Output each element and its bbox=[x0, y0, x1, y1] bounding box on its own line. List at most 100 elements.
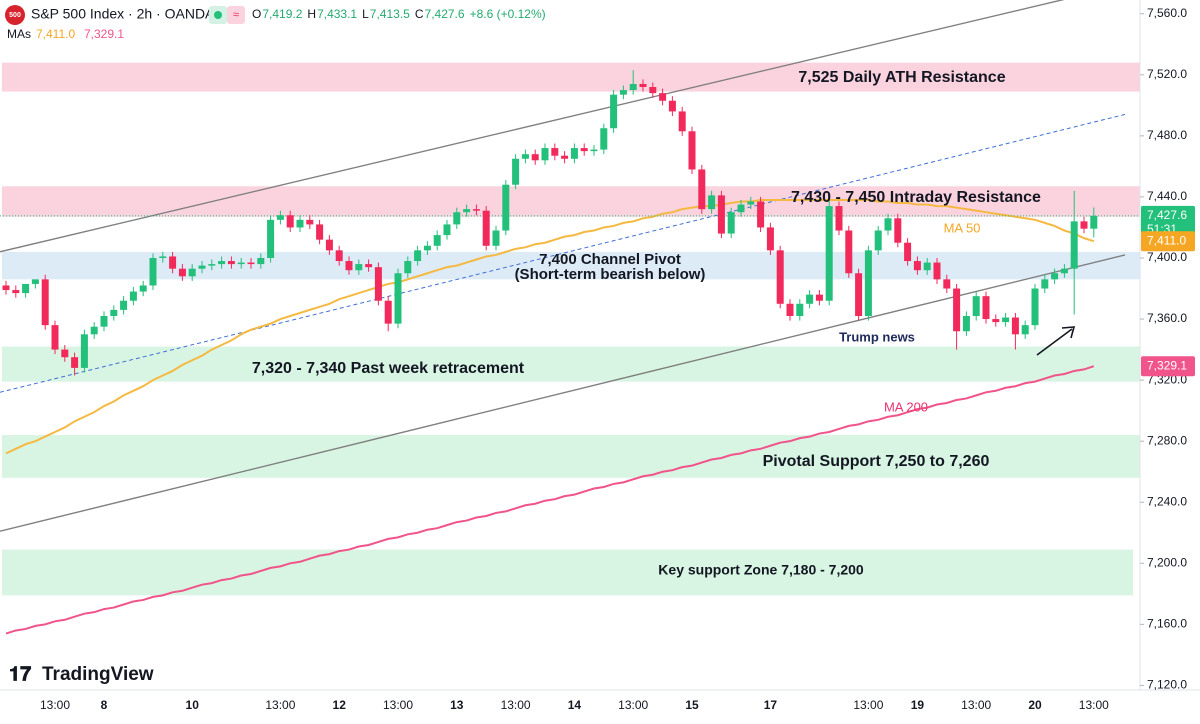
ma-line bbox=[5, 365, 1095, 635]
zone bbox=[2, 62, 1140, 92]
candle-body bbox=[80, 334, 88, 368]
symbol-logo bbox=[5, 5, 25, 25]
x-tick-label: 12 bbox=[333, 698, 347, 712]
last-price-badge-label: 7,427.6 bbox=[1147, 208, 1187, 222]
candle-body bbox=[149, 257, 157, 286]
candle-body bbox=[374, 267, 382, 301]
candle-body bbox=[188, 268, 196, 277]
candle-body bbox=[688, 131, 696, 170]
candle-body bbox=[1002, 317, 1010, 323]
candle-body bbox=[453, 212, 461, 225]
zone-label: Key support Zone 7,180 - 7,200 bbox=[658, 562, 864, 578]
ma-label: MA 50 bbox=[944, 220, 981, 235]
ma200-badge-label: 7,329.1 bbox=[1147, 358, 1187, 372]
sell-button[interactable] bbox=[227, 6, 245, 24]
candle-body bbox=[904, 242, 912, 262]
x-tick-label: 13:00 bbox=[618, 698, 648, 712]
candle-body bbox=[766, 227, 774, 251]
candle-body bbox=[1011, 317, 1019, 335]
zone-label: Pivotal Support 7,250 to 7,260 bbox=[763, 453, 990, 470]
y-tick-label: 7,480.0 bbox=[1147, 128, 1187, 142]
ma50-value: 7,411.0 bbox=[36, 27, 75, 41]
candle-body bbox=[580, 148, 588, 152]
candle-body bbox=[335, 250, 343, 262]
candle-body bbox=[169, 256, 177, 269]
ma50-badge-label: 7,411.0 bbox=[1147, 233, 1186, 247]
candle-body bbox=[962, 315, 970, 332]
axes: 7,120.0 7,160.0 7,200.0 7,240.0 7,280.0 7,320… bbox=[40, 6, 1195, 712]
ma50-badge bbox=[1141, 231, 1195, 252]
candle-body bbox=[218, 261, 226, 265]
candle-body bbox=[198, 265, 206, 269]
candle-body bbox=[384, 300, 392, 324]
candle-body bbox=[855, 273, 863, 316]
candle-body bbox=[433, 235, 441, 246]
candle-body bbox=[394, 273, 402, 324]
candle-body bbox=[100, 315, 108, 327]
candle-body bbox=[600, 128, 608, 150]
candle-body bbox=[227, 261, 235, 265]
candle-body bbox=[521, 154, 529, 159]
candle-body bbox=[845, 230, 853, 274]
candle-body bbox=[120, 300, 128, 310]
candle-body bbox=[1041, 279, 1049, 289]
candle-body bbox=[913, 261, 921, 271]
x-tick-label: 17 bbox=[764, 698, 778, 712]
candle-body bbox=[541, 148, 549, 161]
buy-dot bbox=[214, 11, 222, 19]
candle-body bbox=[325, 239, 333, 251]
y-tick-label: 7,160.0 bbox=[1147, 617, 1187, 631]
candle-body bbox=[1051, 273, 1059, 280]
candle-body bbox=[443, 224, 451, 236]
x-tick-label: 14 bbox=[568, 698, 582, 712]
y-tick-label: 7,240.0 bbox=[1147, 494, 1187, 508]
candle-body bbox=[835, 206, 843, 231]
zone-label: 7,430 - 7,450 Intraday Resistance bbox=[791, 189, 1041, 206]
ma-line bbox=[5, 198, 1095, 455]
candle-body bbox=[267, 219, 275, 258]
candle-body bbox=[159, 256, 167, 258]
arrow-head bbox=[1061, 326, 1076, 339]
candle-body bbox=[414, 250, 422, 262]
candle-body bbox=[404, 261, 412, 274]
candle-body bbox=[717, 195, 725, 234]
candle-body bbox=[590, 149, 598, 152]
candle-body bbox=[776, 250, 784, 304]
candle-body bbox=[894, 218, 902, 243]
candle-body bbox=[345, 261, 353, 271]
candle-body bbox=[71, 357, 79, 368]
candle-body bbox=[982, 296, 990, 320]
plot-area: MA 50 MA 200 7,525 Daily ATH Resistance 7,4… bbox=[0, 0, 1140, 635]
zone bbox=[2, 186, 1140, 217]
brand-name: TradingView bbox=[42, 664, 154, 685]
candle-body bbox=[129, 291, 137, 301]
candle-body bbox=[365, 264, 373, 268]
candle-body bbox=[1021, 325, 1029, 335]
x-tick-label: 13 bbox=[450, 698, 464, 712]
candle-body bbox=[570, 148, 578, 159]
x-tick-label: 13:00 bbox=[265, 698, 295, 712]
ohlc-value: 7,427.6 bbox=[425, 7, 465, 21]
candle-body bbox=[1090, 215, 1098, 229]
y-tick-label: 7,400.0 bbox=[1147, 250, 1187, 264]
zone-label: 7,320 - 7,340 Past week retracement bbox=[252, 360, 525, 377]
zone bbox=[2, 435, 1140, 478]
candle-body bbox=[237, 262, 245, 265]
candle-body bbox=[463, 209, 471, 213]
candle-body bbox=[561, 155, 569, 159]
symbol-logo-text: 500 bbox=[9, 12, 21, 19]
annotation: Trump news bbox=[839, 329, 915, 344]
candle-body bbox=[1031, 288, 1039, 326]
candle-body bbox=[2, 285, 10, 291]
candle-body bbox=[12, 290, 20, 294]
candle-body bbox=[296, 219, 304, 228]
candle-body bbox=[1070, 221, 1078, 269]
candle-body bbox=[796, 303, 804, 316]
zone-label: (Short-term bearish below) bbox=[515, 266, 706, 283]
candle-body bbox=[276, 215, 284, 220]
candle-body bbox=[649, 87, 657, 94]
x-tick-label: 10 bbox=[186, 698, 200, 712]
y-tick-label: 7,440.0 bbox=[1147, 189, 1187, 203]
arrow bbox=[1036, 328, 1073, 356]
candle-body bbox=[972, 296, 980, 316]
